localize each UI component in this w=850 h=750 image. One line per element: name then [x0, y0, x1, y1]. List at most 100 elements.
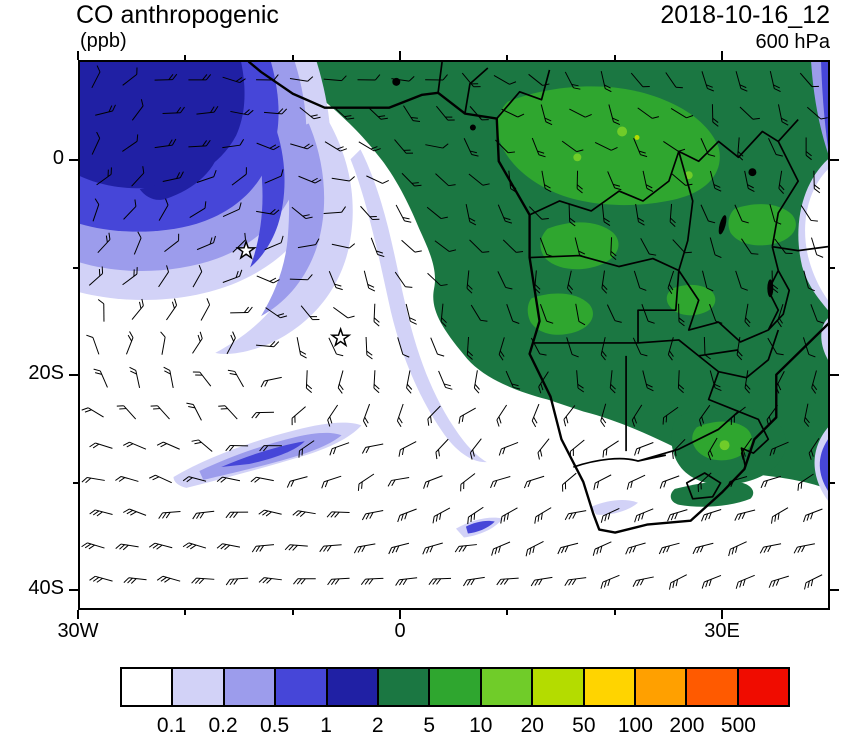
wind-barb — [123, 199, 137, 220]
wind-barb — [777, 303, 784, 328]
wind-barb — [292, 510, 316, 517]
wind-barb — [574, 237, 587, 259]
wind-barb — [362, 403, 371, 428]
co-fill-yellow-green-speck — [634, 134, 640, 140]
wind-barb — [81, 476, 105, 484]
wind-barb — [88, 266, 104, 286]
wind-barb — [667, 337, 674, 361]
wind-barb — [396, 403, 404, 427]
colorbar-tick-label: 5 — [423, 714, 436, 737]
lon-tick-major — [77, 51, 79, 60]
wind-barb — [326, 511, 350, 518]
wind-barb — [803, 270, 815, 292]
wind-barb — [427, 272, 448, 287]
wind-barb — [328, 270, 343, 291]
wind-barb — [567, 270, 574, 294]
wind-barb — [530, 576, 553, 587]
wind-barb — [158, 511, 181, 519]
wind-barb — [803, 403, 810, 427]
plume-blue-streak — [250, 131, 285, 268]
wind-barb — [116, 405, 137, 420]
wind-barb — [575, 303, 586, 326]
wind-barb — [403, 105, 421, 122]
colorbar-cell — [173, 669, 225, 705]
wind-barb — [123, 441, 147, 450]
wind-barb — [353, 543, 376, 554]
wind-barb — [299, 107, 321, 120]
clean-air-notch — [805, 169, 828, 301]
wind-barb — [641, 304, 655, 324]
lake-small — [469, 124, 476, 131]
wind-barb — [667, 270, 675, 294]
wind-barb — [232, 232, 247, 253]
wind-barb — [388, 542, 410, 555]
wind-barb — [678, 303, 685, 327]
wind-barb — [777, 104, 789, 126]
star-marker — [235, 239, 257, 260]
wind-barb — [427, 405, 441, 426]
wind-barb — [663, 141, 686, 152]
wind-barb — [775, 371, 785, 394]
co-fill-bright-green-speck — [719, 440, 730, 451]
lon-tick-minor — [613, 55, 616, 60]
colorbar-tick-label: 1 — [320, 714, 332, 737]
wind-barb — [422, 542, 443, 555]
wind-barb — [601, 270, 608, 294]
wind-barb — [122, 267, 138, 286]
wind-barb — [115, 543, 139, 551]
wind-barb — [81, 542, 105, 550]
wind-barb — [365, 336, 373, 360]
wind-barb — [631, 404, 643, 427]
wind-barb — [397, 337, 410, 358]
wind-barb — [264, 235, 284, 251]
wind-barb — [156, 575, 181, 583]
wind-barb — [610, 237, 617, 261]
wind-barb — [454, 544, 477, 553]
wind-barb — [530, 337, 547, 356]
wind-barb — [149, 474, 172, 484]
wind-barb — [150, 405, 170, 420]
wind-barb — [800, 205, 818, 222]
lon-tick-minor — [291, 610, 294, 615]
wind-barb — [323, 206, 346, 214]
wind-barb — [771, 507, 789, 524]
wind-barb — [284, 544, 308, 551]
wind-barb — [250, 476, 274, 483]
wind-barb — [813, 170, 821, 194]
wind-barb — [726, 475, 748, 489]
wind-barb — [500, 507, 518, 524]
wind-barb — [734, 204, 749, 224]
wind-barb — [534, 270, 541, 294]
wind-barb — [225, 511, 249, 519]
wind-barb — [300, 305, 320, 321]
wind-barb — [528, 73, 550, 86]
colorbar-cell — [738, 669, 789, 705]
wind-barb — [701, 71, 714, 92]
wind-barb — [667, 509, 688, 522]
wind-barb — [298, 175, 322, 184]
wind-barb — [608, 104, 621, 125]
wind-barb — [357, 74, 381, 81]
wind-barb — [606, 304, 622, 323]
wind-barb — [293, 578, 316, 585]
wind-barb — [394, 139, 414, 154]
wind-barb — [463, 138, 479, 157]
star-marker — [329, 326, 352, 348]
wind-barb — [333, 307, 355, 319]
wind-barb — [432, 507, 451, 524]
plume-blue-streak — [221, 441, 305, 468]
wind-barb — [735, 574, 755, 589]
wind-barb — [360, 577, 384, 585]
wind-barb — [91, 65, 101, 89]
colorbar-tick-label: 500 — [720, 714, 756, 737]
wind-barb — [473, 370, 480, 394]
co-fill-bright-green-speck — [573, 153, 582, 162]
wind-barb — [398, 441, 417, 457]
wind-barb — [600, 507, 620, 523]
colorbar-cell — [378, 669, 431, 705]
wind-barb — [760, 475, 781, 489]
wind-barb — [634, 442, 654, 456]
plume-blue-streak — [465, 520, 495, 534]
wind-barb — [525, 540, 544, 557]
wind-barb — [759, 543, 782, 554]
